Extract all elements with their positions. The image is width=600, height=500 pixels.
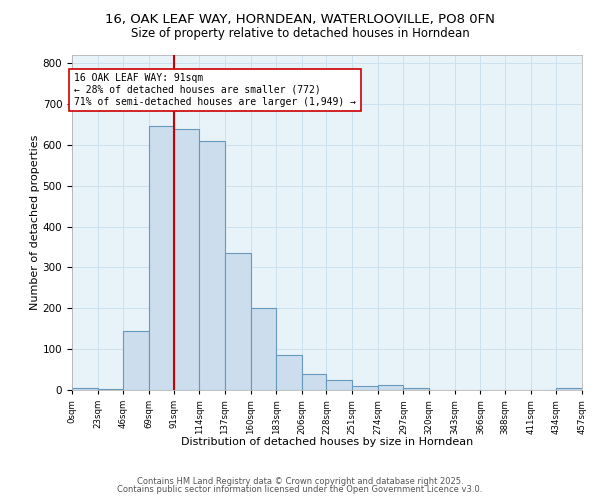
- Bar: [556, 388, 582, 390]
- Bar: [98, 389, 124, 390]
- Bar: [378, 385, 403, 390]
- Bar: [276, 356, 302, 390]
- Bar: [403, 388, 429, 390]
- Bar: [352, 386, 378, 390]
- X-axis label: Distribution of detached houses by size in Horndean: Distribution of detached houses by size …: [181, 436, 473, 446]
- Y-axis label: Number of detached properties: Number of detached properties: [30, 135, 40, 310]
- Bar: [173, 128, 199, 390]
- Text: Contains public sector information licensed under the Open Government Licence v3: Contains public sector information licen…: [118, 485, 482, 494]
- Text: Contains HM Land Registry data © Crown copyright and database right 2025.: Contains HM Land Registry data © Crown c…: [137, 477, 463, 486]
- Text: Size of property relative to detached houses in Horndean: Size of property relative to detached ho…: [131, 28, 469, 40]
- Text: 16, OAK LEAF WAY, HORNDEAN, WATERLOOVILLE, PO8 0FN: 16, OAK LEAF WAY, HORNDEAN, WATERLOOVILL…: [105, 12, 495, 26]
- Bar: [251, 308, 276, 390]
- Bar: [72, 388, 98, 390]
- Bar: [124, 331, 149, 390]
- Bar: [225, 253, 251, 390]
- Bar: [302, 374, 326, 390]
- Bar: [199, 141, 225, 390]
- Text: 16 OAK LEAF WAY: 91sqm
← 28% of detached houses are smaller (772)
71% of semi-de: 16 OAK LEAF WAY: 91sqm ← 28% of detached…: [74, 74, 356, 106]
- Bar: [326, 380, 352, 390]
- Bar: [149, 126, 173, 390]
